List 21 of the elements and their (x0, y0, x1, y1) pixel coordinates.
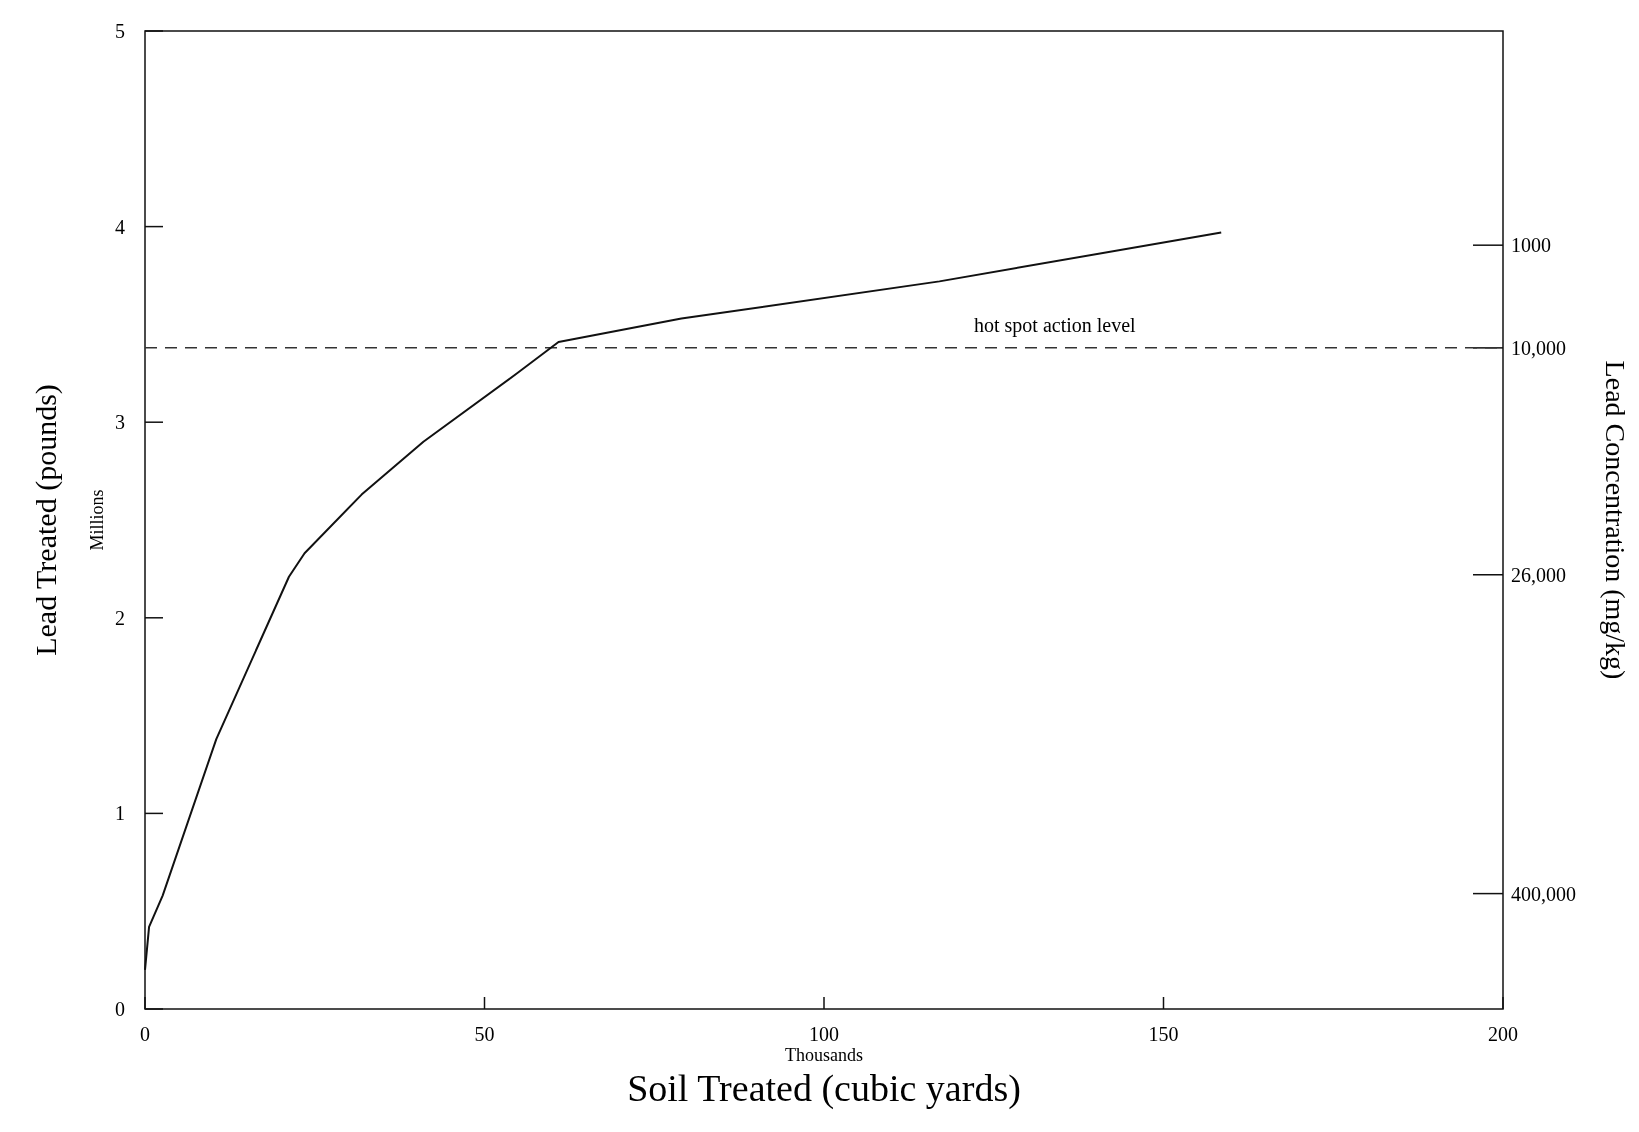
x-tick-label: 100 (809, 1023, 839, 1045)
x-axis-title: Soil Treated (cubic yards) (627, 1067, 1021, 1110)
text: 10,000 (1511, 336, 1566, 359)
x-tick-label: 50 (474, 1023, 495, 1045)
y-tick-label: 2 (115, 606, 125, 629)
y-tick-label: 3 (115, 411, 125, 434)
text: 26,000 (1511, 563, 1566, 586)
y-axis-title: Lead Treated (pounds) (29, 384, 63, 656)
x-tick-label: 200 (1488, 1023, 1518, 1045)
text: Thousands (785, 1045, 863, 1065)
ref-line-label: hot spot action level (974, 313, 1137, 337)
y-tick-label: 1 (115, 802, 125, 825)
text: 400,000 (1511, 882, 1576, 905)
y2-axis-title: Lead Concentration (mg/kg) (1600, 360, 1631, 680)
text: Millions (87, 489, 107, 551)
y-tick-label: 4 (115, 215, 125, 238)
y-tick-label: 5 (115, 20, 125, 42)
x-tick-label: 150 (1148, 1023, 1179, 1045)
x-tick-label: 0 (140, 1023, 150, 1045)
y-tick-label: 0 (115, 998, 125, 1020)
text: 1000 (1511, 234, 1551, 257)
